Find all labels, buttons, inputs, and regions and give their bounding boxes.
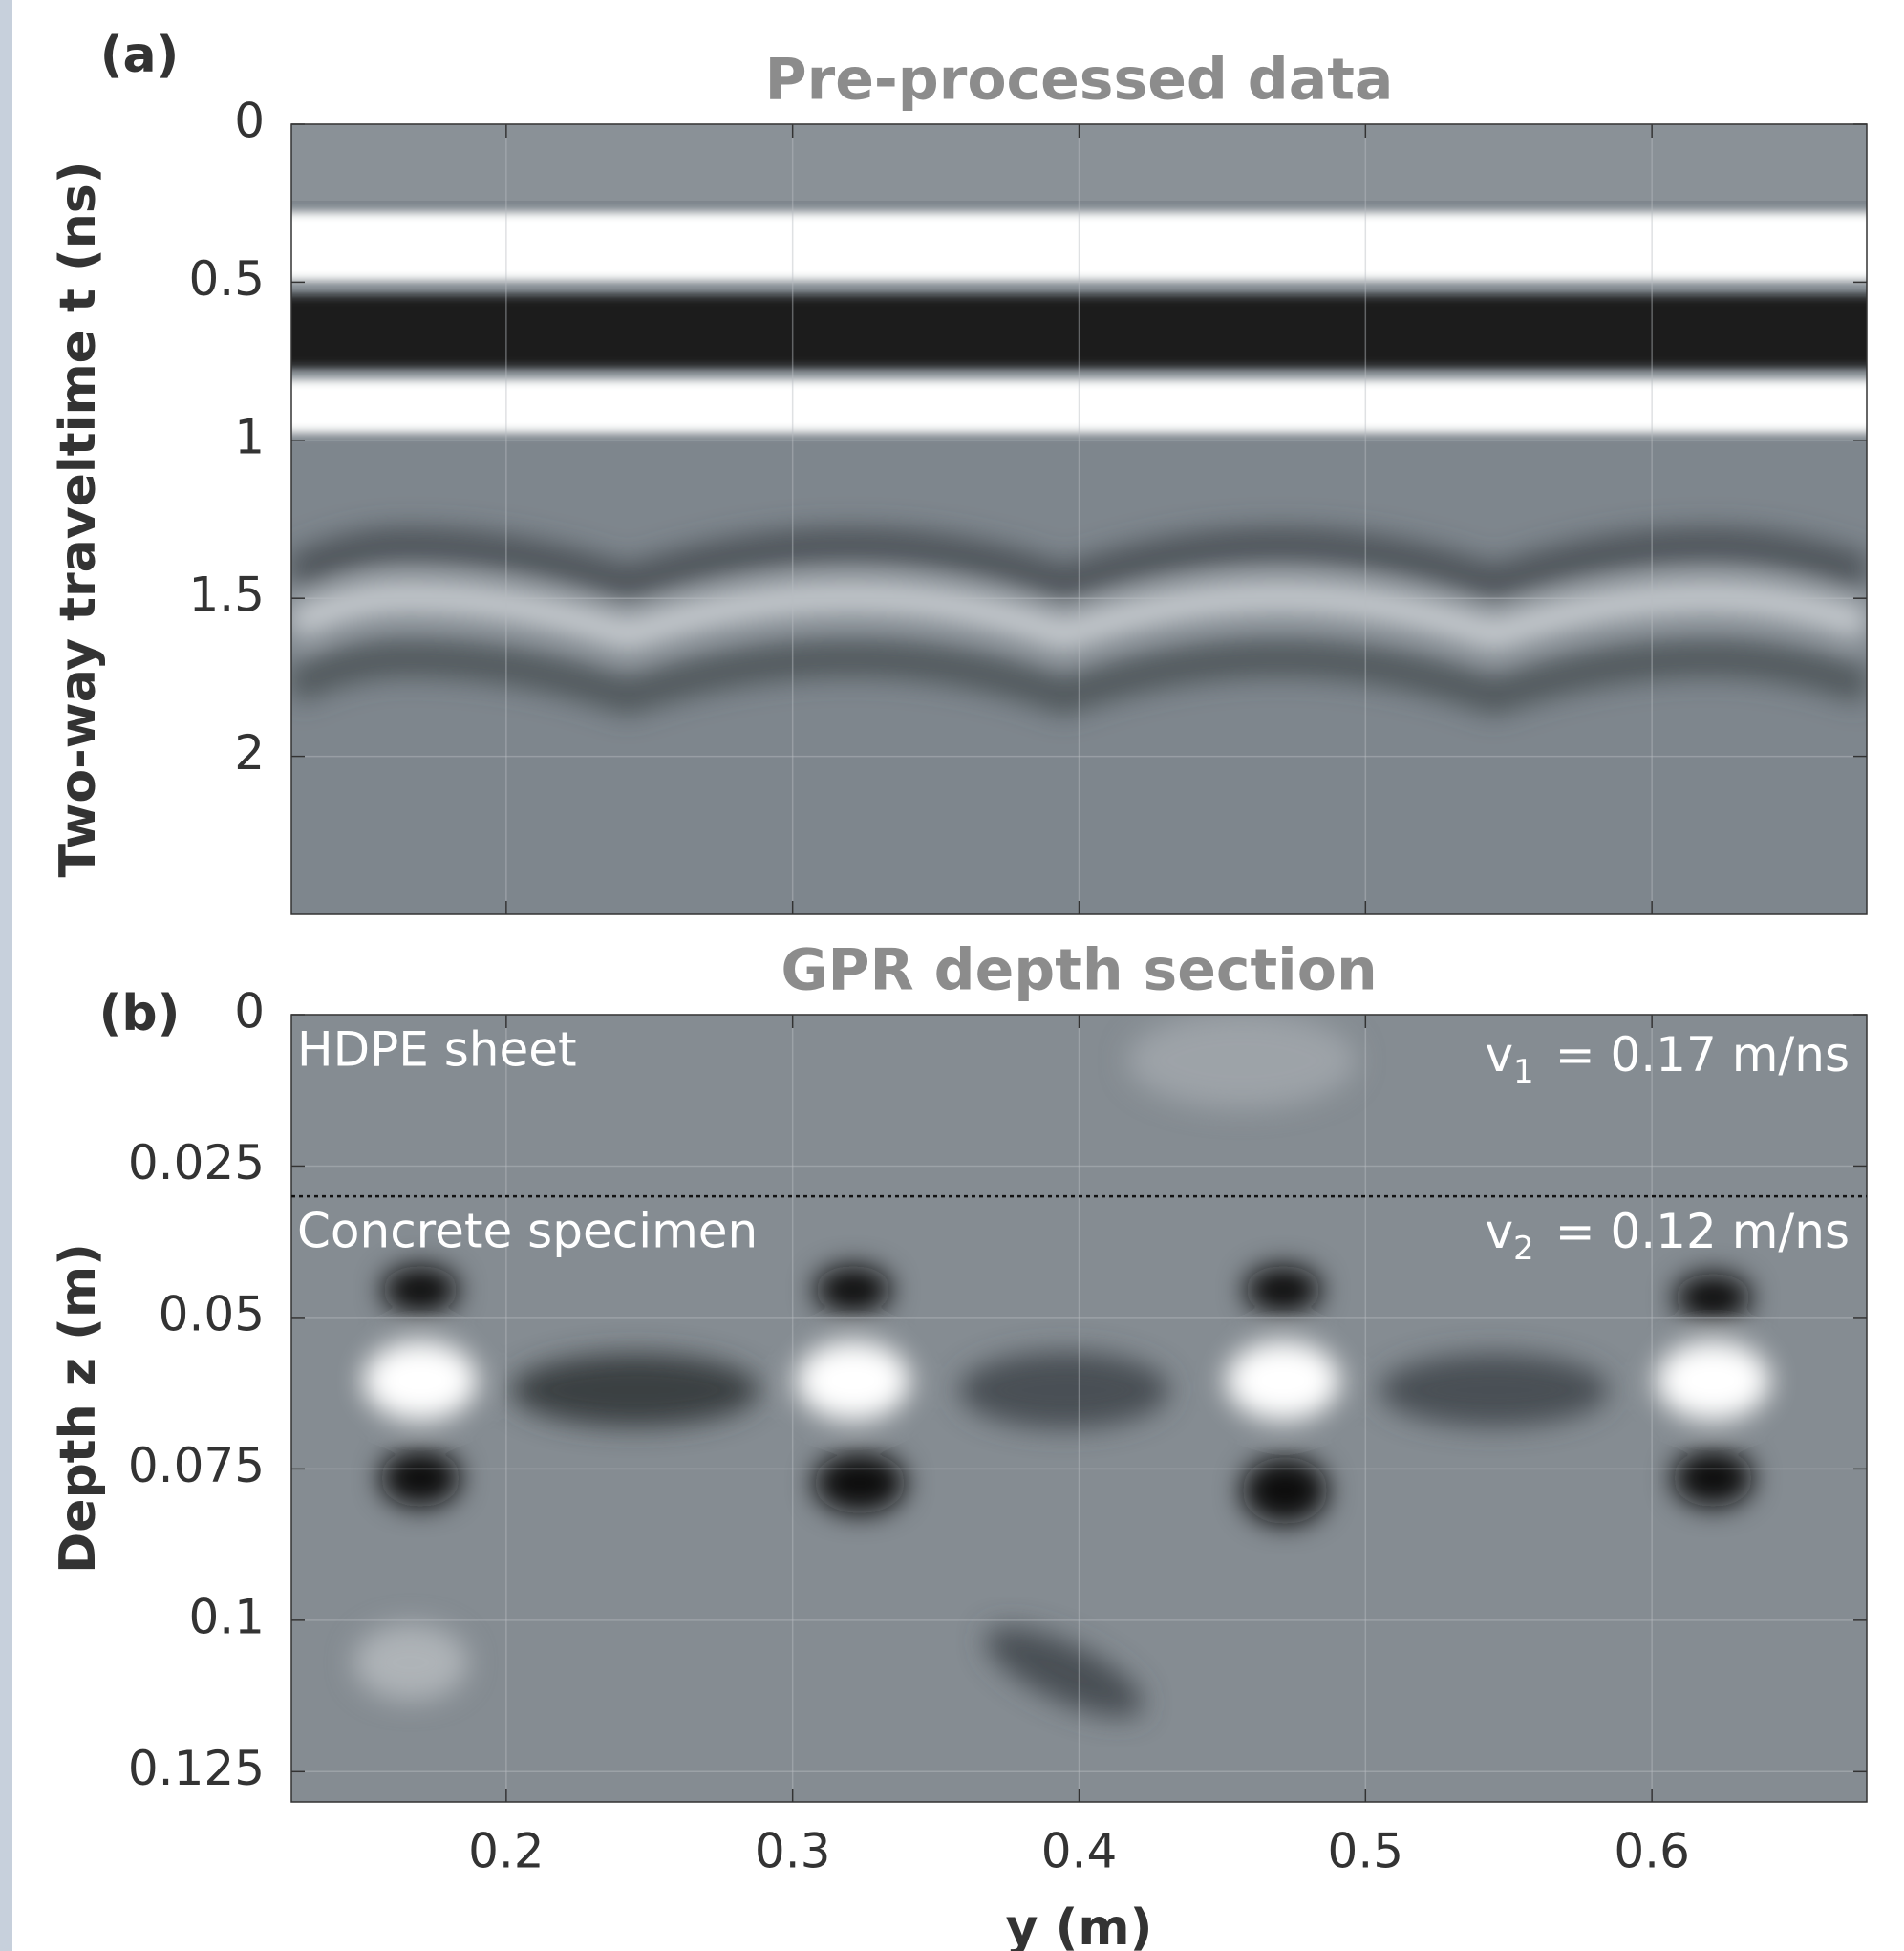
x-tick-label: 0.4: [1041, 1824, 1118, 1879]
x-tick-label: 0.5: [1328, 1824, 1404, 1879]
velocity-symbol: v: [1485, 1204, 1513, 1259]
y-tick-label: 1.5: [188, 568, 265, 623]
velocity-subscript: 1: [1513, 1053, 1534, 1091]
y-tick-label: 1: [234, 409, 265, 464]
y-axis-label: Depth z (m): [50, 1243, 107, 1574]
y-tick-label: 0.125: [128, 1741, 265, 1796]
velocity-label: v2 = 0.12 m/ns: [1485, 1204, 1850, 1268]
chart-title: GPR depth section: [781, 937, 1377, 1004]
velocity-symbol: v: [1485, 1027, 1513, 1083]
chart-title: Pre-processed data: [765, 47, 1394, 114]
y-tick-label: 0.025: [128, 1135, 265, 1190]
y-tick-label: 0: [234, 984, 265, 1040]
y-tick-label: 2: [234, 725, 265, 781]
panel-label: (a): [100, 27, 180, 84]
side-bar: [0, 0, 12, 1951]
plot-frame: [290, 123, 1868, 915]
x-tick-label: 0.2: [468, 1824, 545, 1879]
plot-frame: [290, 1014, 1868, 1803]
y-axis-label: Two-way traveltime t (ns): [50, 161, 107, 878]
velocity-text: = 0.12 m/ns: [1555, 1204, 1850, 1259]
y-tick-label: 0.1: [188, 1589, 265, 1644]
x-tick-label: 0.6: [1614, 1824, 1690, 1879]
velocity-label: v1 = 0.17 m/ns: [1485, 1027, 1850, 1091]
annotation: HDPE sheet: [297, 1022, 577, 1078]
velocity-subscript: 2: [1513, 1230, 1534, 1268]
y-tick-label: 0: [234, 94, 265, 149]
y-tick-label: 0.5: [188, 251, 265, 307]
y-tick-label: 0.05: [159, 1286, 265, 1341]
velocity-text: = 0.17 m/ns: [1555, 1027, 1850, 1083]
x-tick-label: 0.3: [755, 1824, 831, 1879]
annotation: Concrete specimen: [297, 1204, 758, 1259]
heatmap-image: [291, 1015, 1867, 1802]
panel-label: (b): [99, 985, 181, 1042]
x-axis-label: y (m): [1006, 1899, 1153, 1951]
heatmap-image: [291, 124, 1867, 914]
y-tick-label: 0.075: [128, 1438, 265, 1493]
